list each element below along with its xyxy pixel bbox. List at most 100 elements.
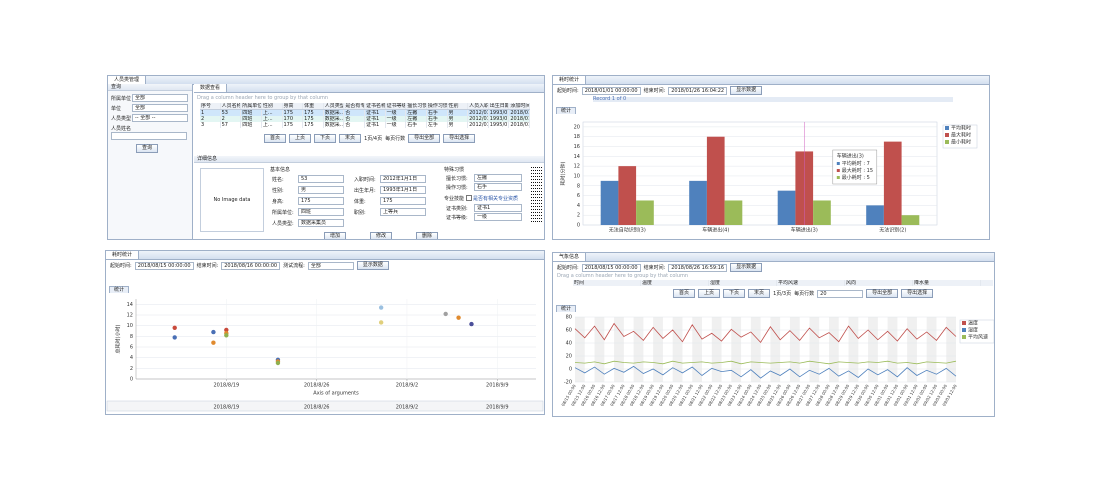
pager-item[interactable]: 末页 xyxy=(339,134,362,143)
field-input[interactable]: 数据采集员 xyxy=(298,219,344,227)
tooltip-line: 最小耗时 : 5 xyxy=(842,174,870,181)
grid-cell: 2018/01/09 15... xyxy=(509,122,530,128)
toolbar: 起始时间: 2018/08/15 00:00:00 结束时间: 2018/08/16 … xyxy=(110,261,540,270)
button[interactable]: 显示数据 xyxy=(730,263,763,272)
grid-cell: 170 xyxy=(283,116,304,122)
tab[interactable]: 耗时统计 xyxy=(106,251,140,259)
pager-item[interactable]: 导出全部 xyxy=(408,134,441,143)
field-input[interactable]: 全部 xyxy=(307,261,354,270)
grid-row[interactable]: 357四班上...175175数据采...否证书1一级右手左手男2012/01/… xyxy=(200,122,530,128)
button[interactable]: 查询 xyxy=(136,144,159,153)
y-tick-label: 8 xyxy=(130,334,133,340)
field-input[interactable]: 全部 xyxy=(132,104,188,112)
tab[interactable]: 耗时统计 xyxy=(553,76,587,84)
grid-cell: 53 xyxy=(221,110,242,116)
stripe xyxy=(789,317,800,382)
pager-item[interactable]: 上页 xyxy=(289,134,312,143)
pager-item[interactable]: 导出全部 xyxy=(866,289,899,298)
field-input[interactable]: 2018/08/15 00:00:00 xyxy=(134,261,194,270)
line-series xyxy=(574,360,957,365)
field-label: 人员类型 xyxy=(111,116,132,122)
grid-cell: 175 xyxy=(283,110,304,116)
tab[interactable]: 数据查看 xyxy=(194,84,228,92)
field-input[interactable]: 左撇 xyxy=(474,174,522,182)
grid-cell: 男 xyxy=(448,122,469,128)
grid-cell: 2 xyxy=(200,116,221,122)
pager-item[interactable]: 下页 xyxy=(314,134,337,143)
column-header: 序号 xyxy=(200,103,221,109)
legend-box xyxy=(942,124,978,149)
grid-cell: 证书1 xyxy=(365,122,386,128)
point xyxy=(378,305,384,310)
grid-cell: 一级 xyxy=(386,122,407,128)
toolbar: 起始时间: 2018/01/01 00:00:00 结束时间: 2018/01/26 … xyxy=(557,86,985,95)
grid-cell: 一级 xyxy=(386,116,407,122)
chart-tab[interactable]: 统计 xyxy=(556,305,577,312)
field-input[interactable]: 上等兵 xyxy=(380,208,426,216)
button[interactable]: 增加 xyxy=(324,232,347,239)
checkbox[interactable] xyxy=(466,195,472,201)
field-input[interactable] xyxy=(111,132,187,140)
field-input[interactable]: 2018/01/01 00:00:00 xyxy=(581,86,641,95)
field-input[interactable]: 1993年1月1日 xyxy=(380,186,426,194)
pager-item[interactable]: 首页 xyxy=(264,134,287,143)
range-bar xyxy=(106,400,544,412)
button[interactable]: 显示数据 xyxy=(730,86,763,95)
grid-cell: 2012/01/01 00... xyxy=(468,110,489,116)
legend-label: 最小耗时 xyxy=(951,139,971,146)
field-input[interactable]: 2018/08/15 00:00:00 xyxy=(581,263,641,272)
field-input[interactable]: 175 xyxy=(298,197,344,205)
field-input[interactable]: 2012年1月1日 xyxy=(380,175,426,183)
grid-cell: 否 xyxy=(344,110,365,116)
grid-row[interactable]: 22四班上...170175数据采...否证书1一级左撇右手男2012/01/0… xyxy=(200,116,530,122)
pager-item[interactable]: 首页 xyxy=(673,289,696,298)
field-input[interactable]: 男 xyxy=(298,186,344,194)
grid-row[interactable]: 153四班上...175175数据采...否证书1一级左撇右手男2012/01/… xyxy=(200,110,530,116)
field-input[interactable]: 2018/08/16 00:00:00 xyxy=(221,261,281,270)
y-axis-label: 总耗时(小时) xyxy=(115,325,122,354)
pager-item[interactable]: 导出选择 xyxy=(901,289,934,298)
field-input[interactable]: 一级 xyxy=(474,213,522,221)
tab-bar: 耗时统计 xyxy=(553,76,989,85)
column-header: 人员名称 xyxy=(221,103,242,109)
bar xyxy=(636,200,654,225)
field-label: 身高: xyxy=(272,199,284,205)
button[interactable]: 删除 xyxy=(416,232,439,239)
basic-group: 基本信息 姓名: 53 入职时间: 2012年1月1日 性别: 男 出生年月: 1993年1月1… xyxy=(268,164,438,230)
chart-tab[interactable]: 统计 xyxy=(556,107,577,114)
pager-item[interactable]: 20 xyxy=(817,289,864,298)
button[interactable]: 修改 xyxy=(370,232,393,239)
grid-cell: 数据采... xyxy=(324,122,345,128)
button[interactable]: 显示数据 xyxy=(356,261,389,270)
field-input[interactable]: 右手 xyxy=(474,183,522,191)
field-input[interactable]: 175 xyxy=(380,197,426,205)
field-label: 起始时间: xyxy=(557,88,579,94)
field-input[interactable]: 全部 xyxy=(132,94,188,102)
field-input[interactable]: 2018/08/26 16:59:16 xyxy=(668,263,728,272)
pager-item[interactable]: 下页 xyxy=(723,289,746,298)
chart-tab[interactable]: 统计 xyxy=(109,286,130,293)
field-label: 人员类型: xyxy=(272,221,294,227)
bar xyxy=(689,180,707,225)
legend-label: 温度 xyxy=(968,320,978,327)
field-input[interactable]: 2018/01/26 16:04:22 xyxy=(668,86,728,95)
grid-cell: 2 xyxy=(221,116,242,122)
pager-item[interactable]: 末页 xyxy=(748,289,771,298)
tab[interactable]: 气象信息 xyxy=(553,253,587,261)
toolbar: 起始时间: 2018/08/15 00:00:00 结束时间: 2018/08/26 … xyxy=(557,263,990,272)
field-input[interactable]: 证书1 xyxy=(474,204,522,212)
chart: 0 2 4 6 8 10 12 14 2018/8/19 2018/8/26 2018/9/2 201… xyxy=(115,299,536,397)
pager-item[interactable]: 导出选择 xyxy=(443,134,476,143)
tooltip-line: 最大耗时 : 15 xyxy=(842,167,873,174)
field-input[interactable]: -- 全部 -- xyxy=(132,114,188,122)
field-input[interactable]: 四班 xyxy=(298,208,344,216)
tab[interactable]: 人员类管理 xyxy=(108,76,147,84)
grid-cell: 证书1 xyxy=(365,110,386,116)
range-label: 2018/9/2 xyxy=(396,405,418,411)
y-axis-label: 耗时(分钟) xyxy=(560,162,567,186)
pager-item[interactable]: 上页 xyxy=(698,289,721,298)
field-input[interactable]: 53 xyxy=(298,175,344,183)
bar xyxy=(883,141,902,225)
grid-cell: 3 xyxy=(200,122,221,128)
field-label: 性别: xyxy=(272,188,284,194)
